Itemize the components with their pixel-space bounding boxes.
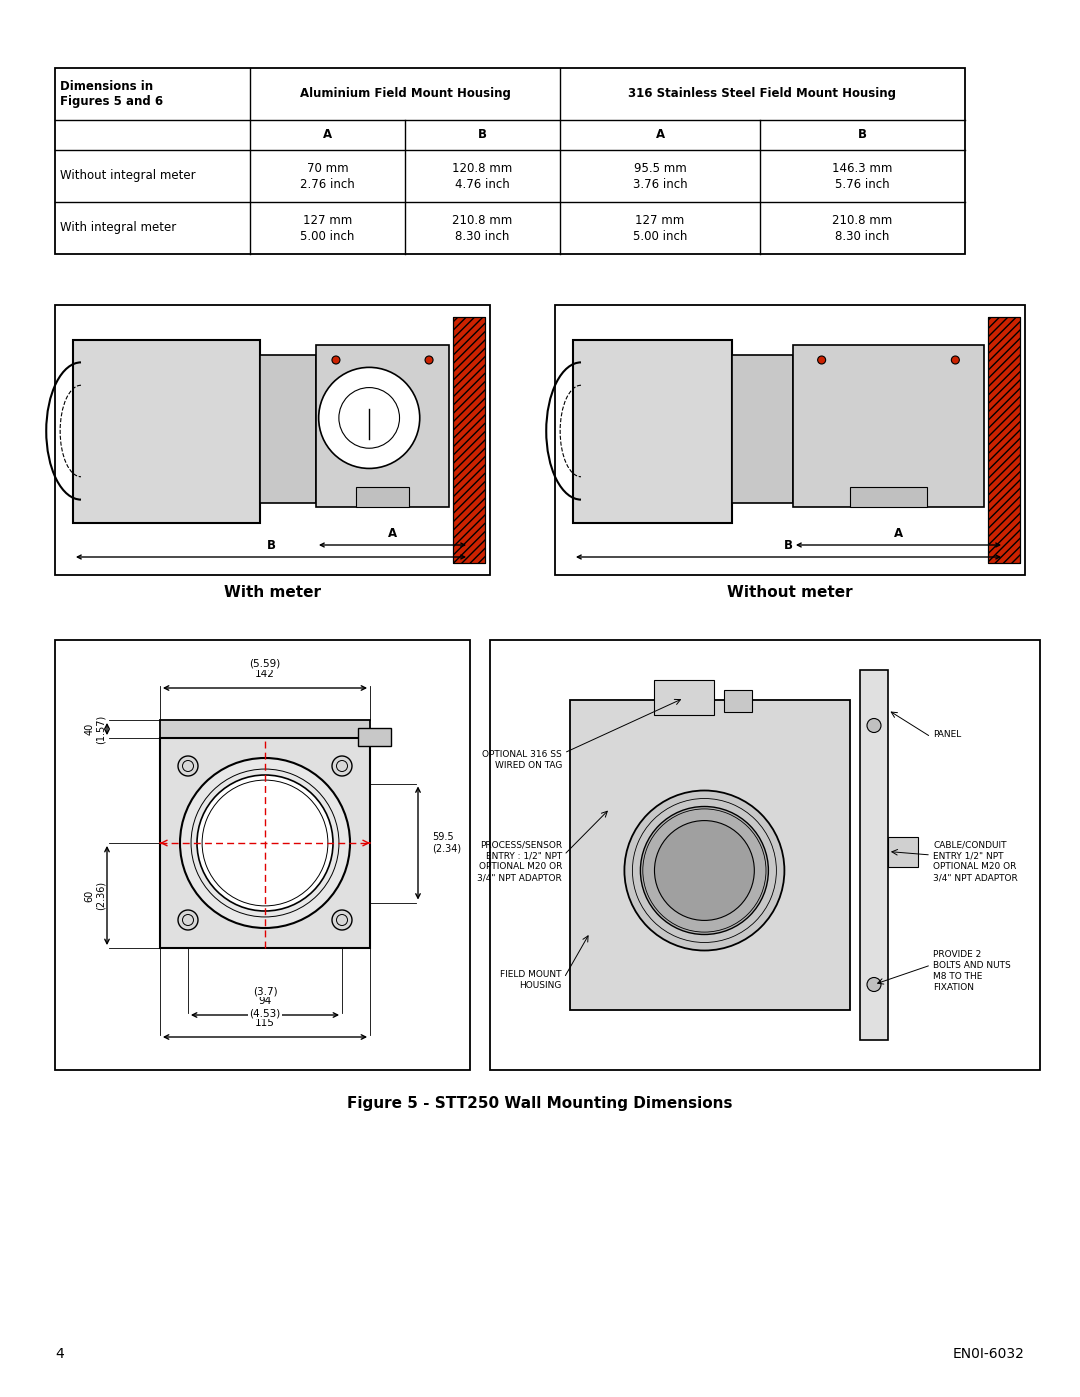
- Circle shape: [319, 367, 420, 468]
- Circle shape: [178, 756, 198, 775]
- Text: 115: 115: [255, 1018, 275, 1028]
- Circle shape: [867, 978, 881, 992]
- Text: EN0I-6032: EN0I-6032: [954, 1347, 1025, 1361]
- Text: (4.53): (4.53): [249, 1009, 281, 1018]
- Bar: [850, 488, 927, 507]
- Text: A: A: [894, 527, 903, 541]
- Text: Without integral meter: Without integral meter: [60, 169, 195, 183]
- Text: (3.7): (3.7): [253, 986, 278, 996]
- Bar: [573, 339, 732, 522]
- Text: 70 mm
2.76 inch: 70 mm 2.76 inch: [300, 162, 355, 190]
- Text: 95.5 mm
3.76 inch: 95.5 mm 3.76 inch: [633, 162, 687, 190]
- Bar: [316, 345, 449, 507]
- Bar: [888, 837, 918, 866]
- Bar: [654, 680, 714, 715]
- Text: Without meter: Without meter: [727, 585, 853, 599]
- Circle shape: [178, 909, 198, 930]
- Bar: [570, 700, 850, 1010]
- Text: CABLE/CONDUIT
ENTRY 1/2" NPT
OPTIONAL M20 OR
3/4" NPT ADAPTOR: CABLE/CONDUIT ENTRY 1/2" NPT OPTIONAL M2…: [933, 840, 1017, 883]
- Text: 210.8 mm
8.30 inch: 210.8 mm 8.30 inch: [453, 214, 513, 243]
- Bar: [724, 690, 752, 712]
- Bar: [860, 671, 888, 1039]
- Text: Aluminium Field Mount Housing: Aluminium Field Mount Housing: [299, 88, 511, 101]
- Circle shape: [624, 791, 784, 950]
- Text: PROCESS/SENSOR
ENTRY : 1/2" NPT
OPTIONAL M20 OR
3/4" NPT ADAPTOR: PROCESS/SENSOR ENTRY : 1/2" NPT OPTIONAL…: [477, 840, 562, 883]
- Circle shape: [426, 356, 433, 365]
- Circle shape: [180, 759, 350, 928]
- Circle shape: [339, 387, 400, 448]
- Bar: [453, 317, 485, 563]
- Text: A: A: [323, 129, 332, 141]
- Text: 4: 4: [55, 1347, 64, 1361]
- Text: 60
(2.36): 60 (2.36): [84, 882, 106, 909]
- Circle shape: [332, 356, 340, 365]
- Circle shape: [951, 356, 959, 365]
- Text: PROVIDE 2
BOLTS AND NUTS
M8 TO THE
FIXATION: PROVIDE 2 BOLTS AND NUTS M8 TO THE FIXAT…: [933, 950, 1011, 992]
- Bar: [490, 640, 1040, 1070]
- Bar: [160, 719, 370, 738]
- Text: A: A: [388, 527, 397, 541]
- Text: A: A: [656, 129, 664, 141]
- Text: 127 mm
5.00 inch: 127 mm 5.00 inch: [300, 214, 354, 243]
- Bar: [55, 640, 470, 1070]
- Text: B: B: [858, 129, 867, 141]
- Circle shape: [332, 909, 352, 930]
- Bar: [555, 305, 1025, 576]
- Text: Figure 5 - STT250 Wall Mounting Dimensions: Figure 5 - STT250 Wall Mounting Dimensio…: [348, 1097, 732, 1111]
- Bar: [356, 488, 409, 507]
- Text: B: B: [267, 539, 275, 552]
- Text: 142: 142: [255, 669, 275, 679]
- Text: 40
(1.57): 40 (1.57): [84, 714, 106, 743]
- Text: Dimensions in
Figures 5 and 6: Dimensions in Figures 5 and 6: [60, 80, 163, 109]
- Text: 127 mm
5.00 inch: 127 mm 5.00 inch: [633, 214, 687, 243]
- Circle shape: [197, 775, 333, 911]
- Text: 120.8 mm
4.76 inch: 120.8 mm 4.76 inch: [453, 162, 513, 190]
- Text: PANEL: PANEL: [933, 731, 961, 739]
- Circle shape: [818, 356, 825, 365]
- Bar: [453, 317, 485, 563]
- Circle shape: [867, 718, 881, 732]
- Bar: [793, 345, 984, 507]
- Text: B: B: [784, 539, 793, 552]
- Text: FIELD MOUNT
HOUSING: FIELD MOUNT HOUSING: [500, 970, 562, 990]
- Circle shape: [640, 806, 768, 935]
- Text: 59.5
(2.34): 59.5 (2.34): [432, 833, 461, 854]
- Text: B: B: [478, 129, 487, 141]
- Text: OPTIONAL 316 SS
WIRED ON TAG: OPTIONAL 316 SS WIRED ON TAG: [483, 750, 562, 770]
- Bar: [988, 317, 1020, 563]
- Circle shape: [654, 820, 754, 921]
- Bar: [55, 305, 490, 576]
- Text: 94: 94: [258, 996, 272, 1006]
- Text: 210.8 mm
8.30 inch: 210.8 mm 8.30 inch: [833, 214, 893, 243]
- Text: With integral meter: With integral meter: [60, 222, 176, 235]
- Bar: [988, 317, 1020, 563]
- Bar: [73, 339, 260, 522]
- Bar: [260, 355, 316, 503]
- Bar: [357, 728, 391, 746]
- Text: (5.59): (5.59): [249, 659, 281, 669]
- Text: With meter: With meter: [224, 585, 321, 599]
- Bar: [55, 68, 966, 254]
- Text: 146.3 mm
5.76 inch: 146.3 mm 5.76 inch: [833, 162, 893, 190]
- Circle shape: [332, 756, 352, 775]
- Bar: [160, 738, 370, 949]
- Bar: [732, 355, 793, 503]
- Text: 316 Stainless Steel Field Mount Housing: 316 Stainless Steel Field Mount Housing: [629, 88, 896, 101]
